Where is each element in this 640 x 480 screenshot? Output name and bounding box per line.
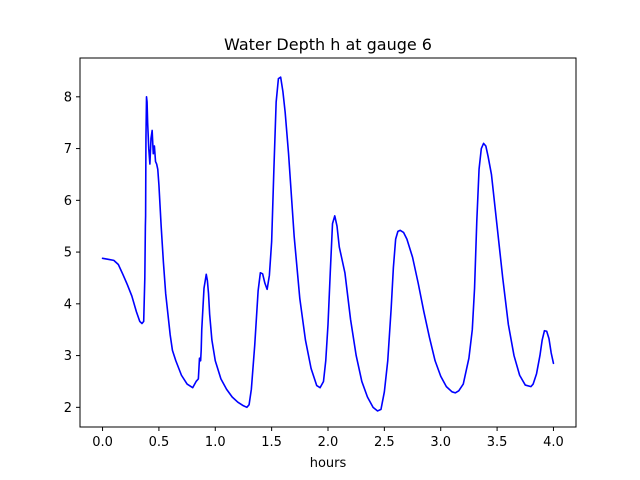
x-tick-label: 2.0	[318, 435, 339, 450]
x-tick-label: 3.0	[430, 435, 451, 450]
x-tick-label: 2.5	[374, 435, 395, 450]
plot-area	[80, 58, 576, 427]
y-tick-label: 5	[64, 246, 72, 261]
y-tick-label: 6	[64, 194, 72, 209]
y-tick-label: 2	[64, 401, 72, 416]
series-line	[101, 76, 555, 412]
y-tick-label: 7	[64, 142, 72, 157]
plot-frame	[79, 57, 577, 428]
x-tick-label: 3.5	[487, 435, 508, 450]
x-axis-label: hours	[310, 456, 347, 471]
y-tick-label: 4	[64, 297, 72, 312]
x-tick-label: 4.0	[543, 435, 564, 450]
x-tick-label: 0.0	[92, 435, 113, 450]
data-series	[101, 76, 555, 412]
x-tick-label: 1.0	[205, 435, 226, 450]
y-tick-label: 8	[64, 90, 72, 105]
x-tick-label: 1.5	[261, 435, 282, 450]
axis-ticks: 0.0 0.5 1.0 1.5 2.0 2.5 3.0 3.5 4.0 2 3 4 5 6 7 8	[64, 90, 564, 450]
x-tick-label: 0.5	[149, 435, 170, 450]
y-tick-label: 3	[64, 349, 72, 364]
chart-title: Water Depth h at gauge 6	[224, 35, 432, 54]
